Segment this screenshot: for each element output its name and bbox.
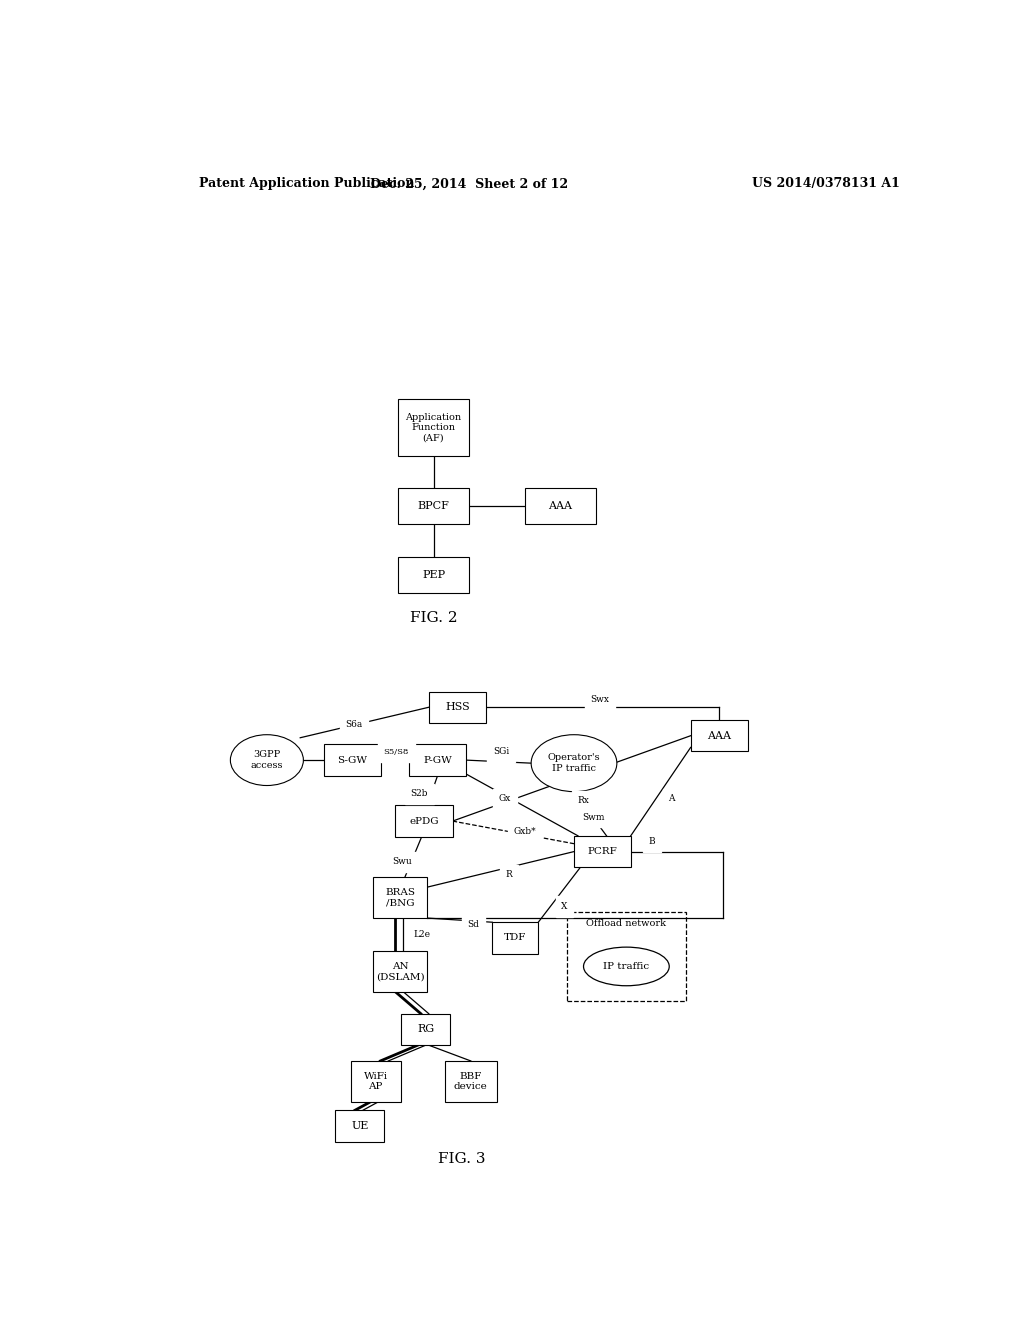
Text: Operator's
IP traffic: Operator's IP traffic	[548, 754, 600, 772]
Text: AAA: AAA	[708, 731, 731, 741]
Ellipse shape	[531, 735, 616, 792]
Text: Swu: Swu	[392, 857, 412, 866]
Ellipse shape	[584, 948, 670, 986]
Text: P-GW: P-GW	[423, 755, 452, 764]
Text: WiFi
AP: WiFi AP	[364, 1072, 388, 1092]
Text: Dec. 25, 2014  Sheet 2 of 12: Dec. 25, 2014 Sheet 2 of 12	[371, 177, 568, 190]
Text: B: B	[648, 837, 655, 846]
Text: Sd: Sd	[467, 920, 479, 929]
Text: ePDG: ePDG	[410, 817, 439, 825]
Text: S5/S8: S5/S8	[384, 748, 409, 756]
Text: L2e: L2e	[413, 929, 430, 939]
Text: US 2014/0378131 A1: US 2014/0378131 A1	[753, 177, 900, 190]
FancyBboxPatch shape	[567, 912, 686, 1001]
Text: IP traffic: IP traffic	[603, 962, 649, 972]
FancyBboxPatch shape	[401, 1014, 451, 1045]
Text: Swx: Swx	[591, 694, 609, 704]
Text: Gx: Gx	[499, 795, 511, 804]
FancyBboxPatch shape	[397, 487, 469, 524]
FancyBboxPatch shape	[409, 744, 466, 776]
FancyBboxPatch shape	[350, 1061, 400, 1102]
FancyBboxPatch shape	[445, 1061, 497, 1102]
Text: Application
Function
(AF): Application Function (AF)	[406, 413, 462, 442]
Text: 3GPP
access: 3GPP access	[251, 750, 283, 770]
Ellipse shape	[230, 735, 303, 785]
FancyBboxPatch shape	[335, 1110, 384, 1142]
Text: RG: RG	[417, 1024, 434, 1035]
FancyBboxPatch shape	[429, 692, 486, 723]
Text: UE: UE	[351, 1121, 369, 1131]
FancyBboxPatch shape	[690, 719, 748, 751]
FancyBboxPatch shape	[524, 487, 596, 524]
Text: X: X	[561, 902, 567, 911]
FancyBboxPatch shape	[574, 836, 631, 867]
Text: Patent Application Publication: Patent Application Publication	[200, 177, 415, 190]
Text: Swm: Swm	[583, 813, 605, 821]
Text: S2b: S2b	[411, 789, 428, 799]
FancyBboxPatch shape	[397, 399, 469, 457]
Text: Rx: Rx	[578, 796, 590, 805]
Text: FIG. 3: FIG. 3	[437, 1151, 485, 1166]
Text: AN
(DSLAM): AN (DSLAM)	[376, 962, 425, 981]
Text: Offload network: Offload network	[587, 919, 667, 928]
Text: BPCF: BPCF	[418, 502, 450, 511]
FancyBboxPatch shape	[493, 923, 539, 954]
Text: HSS: HSS	[445, 702, 470, 713]
Text: Gxb*: Gxb*	[513, 826, 537, 836]
Text: PEP: PEP	[422, 570, 445, 579]
Text: R: R	[506, 870, 512, 879]
Text: S6a: S6a	[345, 719, 362, 729]
FancyBboxPatch shape	[395, 805, 453, 837]
Text: BBF
device: BBF device	[454, 1072, 487, 1092]
Text: TDF: TDF	[504, 933, 526, 942]
Text: A: A	[669, 795, 675, 804]
Text: AAA: AAA	[549, 502, 572, 511]
FancyBboxPatch shape	[324, 744, 381, 776]
Text: BRAS
/BNG: BRAS /BNG	[385, 887, 415, 907]
FancyBboxPatch shape	[373, 952, 427, 991]
Text: S-GW: S-GW	[338, 755, 368, 764]
Text: FIG. 2: FIG. 2	[410, 611, 458, 624]
Text: SGi: SGi	[493, 747, 509, 756]
Text: PCRF: PCRF	[588, 847, 617, 857]
FancyBboxPatch shape	[373, 876, 427, 917]
FancyBboxPatch shape	[397, 557, 469, 594]
